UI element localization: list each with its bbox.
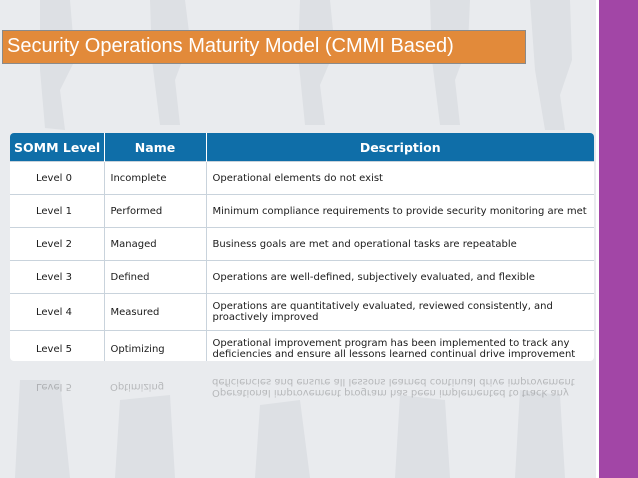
header-name: Name (103, 133, 206, 162)
level-cell: Level 2 (10, 227, 104, 261)
level-cell: Level 1 (10, 194, 104, 228)
reflection-name: Optimizing (110, 381, 165, 392)
reflection-row: Level 5 Optimizing Operational improveme… (10, 368, 594, 404)
name-cell: Performed (103, 194, 206, 228)
reflection-description: Operational improvement program has been… (212, 376, 575, 398)
table-row: Level 0 Incomplete Operational elements … (10, 161, 594, 195)
description-cell: Operational improvement program has been… (205, 330, 594, 361)
header-description: Description (205, 133, 594, 162)
name-cell: Managed (103, 227, 206, 261)
accent-bar-edge (596, 0, 599, 478)
slide-title: Security Operations Maturity Model (CMMI… (7, 35, 454, 57)
table-row: Level 4 Measured Operations are quantita… (10, 293, 594, 331)
table-row: Level 3 Defined Operations are well-defi… (10, 260, 594, 294)
accent-side-bar (596, 0, 638, 478)
table-reflection: Level 5 Optimizing Operational improveme… (10, 364, 594, 404)
name-cell: Optimizing (103, 330, 206, 361)
description-cell: Business goals are met and operational t… (205, 227, 594, 261)
level-cell: Level 5 (10, 330, 104, 361)
table-header-row: SOMM Level Name Description (10, 133, 594, 162)
reflection-level: Level 5 (36, 381, 72, 392)
level-cell: Level 0 (10, 161, 104, 195)
slide-title-box: Security Operations Maturity Model (CMMI… (2, 30, 526, 64)
table-row: Level 2 Managed Business goals are met a… (10, 227, 594, 261)
description-cell: Operations are well-defined, subjectivel… (205, 260, 594, 294)
description-cell: Operational elements do not exist (205, 161, 594, 195)
name-cell: Measured (103, 293, 206, 331)
name-cell: Defined (103, 260, 206, 294)
description-cell: Operations are quantitatively evaluated,… (205, 293, 594, 331)
header-somm-level: SOMM Level (10, 133, 104, 162)
level-cell: Level 4 (10, 293, 104, 331)
maturity-table: SOMM Level Name Description Level 0 Inco… (10, 133, 594, 361)
name-cell: Incomplete (103, 161, 206, 195)
table-row: Level 5 Optimizing Operational improveme… (10, 330, 594, 361)
level-cell: Level 3 (10, 260, 104, 294)
table-row: Level 1 Performed Minimum compliance req… (10, 194, 594, 228)
description-cell: Minimum compliance requirements to provi… (205, 194, 594, 228)
